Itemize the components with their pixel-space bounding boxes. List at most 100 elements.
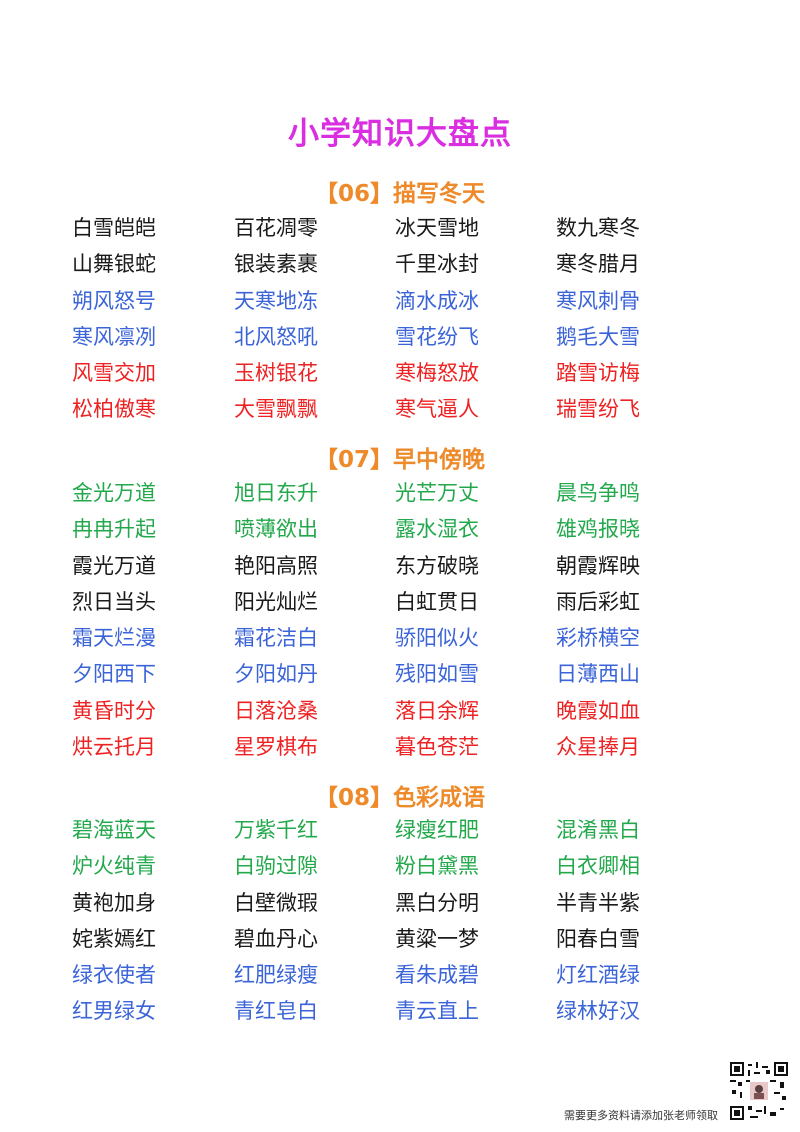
idiom-grid-winter: 白雪皑皑 百花凋零 冰天雪地 数九寒冬山舞银蛇 银装素裹 千里冰封 寒冬腊月朔风怒号 天寒地冻… <box>72 210 732 428</box>
idiom-item: 夕阳西下 <box>72 662 156 687</box>
idiom-item: 大雪飘飘 <box>234 397 318 422</box>
idiom-item: 银装素裹 <box>234 252 318 277</box>
idiom-item: 黄昏时分 <box>72 698 156 723</box>
section-title-day-times: 【07】早中傍晚 <box>314 447 485 473</box>
idiom-item: 寒风刺骨 <box>556 288 640 313</box>
idiom-row: 白雪皑皑 百花凋零 冰天雪地 数九寒冬 <box>72 210 732 246</box>
section-title-colors: 【08】色彩成语 <box>314 785 485 811</box>
idiom-item: 玉树银花 <box>234 361 318 386</box>
idiom-item: 白雪皑皑 <box>72 216 156 240</box>
idiom-item: 绿瘦红肥 <box>395 818 479 842</box>
idiom-row: 寒风凛冽 北风怒吼 雪花纷飞 鹅毛大雪 <box>72 319 732 355</box>
idiom-row: 夕阳西下 夕阳如丹 残阳如雪 日薄西山 <box>72 656 732 692</box>
idiom-item: 朔风怒号 <box>72 288 156 313</box>
idiom-item: 鹅毛大雪 <box>556 324 640 349</box>
idiom-item: 雄鸡报晓 <box>556 517 640 542</box>
idiom-item: 松柏傲寒 <box>72 397 156 422</box>
idiom-item: 彩桥横空 <box>556 626 640 651</box>
idiom-row: 黄袍加身 白壁微瑕 黑白分明 半青半紫 <box>72 885 732 921</box>
idiom-item: 雨后彩虹 <box>556 589 640 614</box>
idiom-row: 红男绿女 青红皂白 青云直上 绿林好汉 <box>72 993 732 1029</box>
idiom-item: 落日余辉 <box>395 698 479 723</box>
idiom-item: 寒冬腊月 <box>556 252 640 277</box>
idiom-item: 寒气逼人 <box>395 397 479 422</box>
page-title: 小学知识大盘点 <box>288 116 512 152</box>
idiom-row: 金光万道 旭日东升 光芒万丈 晨鸟争鸣 <box>72 475 732 511</box>
idiom-grid-colors: 碧海蓝天 万紫千红 绿瘦红肥 混淆黑白 炉火纯青 白驹过隙 粉白黛黑 白衣卿相 黄袍加身 白壁微瑕… <box>72 812 732 1030</box>
idiom-item: 雪花纷飞 <box>395 324 479 349</box>
idiom-item: 北风怒吼 <box>234 324 318 349</box>
idiom-item: 朝霞辉映 <box>556 553 640 578</box>
idiom-row: 炉火纯青 白驹过隙 粉白黛黑 白衣卿相 <box>72 848 732 884</box>
idiom-item: 青红皂白 <box>234 999 318 1024</box>
idiom-item: 黄粱一梦 <box>395 926 479 951</box>
idiom-row: 姹紫嫣红 碧血丹心 黄粱一梦 阳春白雪 <box>72 921 732 957</box>
idiom-item: 冰天雪地 <box>395 216 479 240</box>
idiom-item: 踏雪访梅 <box>556 361 640 386</box>
idiom-item: 霜花洁白 <box>234 626 318 651</box>
idiom-row: 烈日当头 阳光灿烂 白虹贯日 雨后彩虹 <box>72 584 732 620</box>
idiom-item: 瑞雪纷飞 <box>556 397 640 422</box>
idiom-item: 夕阳如丹 <box>234 662 318 687</box>
idiom-row: 朔风怒号 天寒地冻 滴水成冰 寒风刺骨 <box>72 283 732 319</box>
idiom-item: 星罗棋布 <box>234 735 318 760</box>
idiom-row: 风雪交加 玉树银花 寒梅怒放 踏雪访梅 <box>72 355 732 391</box>
idiom-item: 寒梅怒放 <box>395 361 479 386</box>
qr-code-icon <box>730 1062 788 1120</box>
idiom-row: 山舞银蛇 银装素裹 千里冰封 寒冬腊月 <box>72 246 732 282</box>
section-title-winter: 【06】描写冬天 <box>314 181 485 207</box>
idiom-item: 阳春白雪 <box>556 926 640 951</box>
idiom-item: 天寒地冻 <box>234 288 318 313</box>
idiom-item: 混淆黑白 <box>556 818 640 842</box>
idiom-item: 数九寒冬 <box>556 216 640 240</box>
idiom-item: 露水湿衣 <box>395 517 479 542</box>
idiom-item: 艳阳高照 <box>234 553 318 578</box>
idiom-row: 绿衣使者 红肥绿瘦 看朱成碧 灯红酒绿 <box>72 957 732 993</box>
idiom-row: 烘云托月 星罗棋布 暮色苍茫 众星捧月 <box>72 729 732 765</box>
idiom-item: 山舞银蛇 <box>72 252 156 277</box>
idiom-item: 日落沧桑 <box>234 698 318 723</box>
idiom-item: 骄阳似火 <box>395 626 479 651</box>
idiom-item: 众星捧月 <box>556 735 640 760</box>
idiom-item: 碧海蓝天 <box>72 818 156 842</box>
idiom-item: 灯红酒绿 <box>556 963 640 988</box>
idiom-item: 青云直上 <box>395 999 479 1024</box>
idiom-row: 松柏傲寒 大雪飘飘 寒气逼人 瑞雪纷飞 <box>72 391 732 427</box>
idiom-item: 旭日东升 <box>234 481 318 505</box>
idiom-item: 半青半紫 <box>556 890 640 915</box>
idiom-item: 粉白黛黑 <box>395 854 479 879</box>
idiom-item: 晚霞如血 <box>556 698 640 723</box>
idiom-item: 炉火纯青 <box>72 854 156 879</box>
idiom-item: 烈日当头 <box>72 589 156 614</box>
idiom-item: 霞光万道 <box>72 553 156 578</box>
idiom-row: 霞光万道 艳阳高照 东方破晓 朝霞辉映 <box>72 548 732 584</box>
idiom-item: 白壁微瑕 <box>234 890 318 915</box>
idiom-item: 姹紫嫣红 <box>72 926 156 951</box>
idiom-item: 烘云托月 <box>72 735 156 760</box>
idiom-item: 残阳如雪 <box>395 662 479 687</box>
idiom-row: 霜天烂漫 霜花洁白 骄阳似火 彩桥横空 <box>72 620 732 656</box>
idiom-item: 碧血丹心 <box>234 926 318 951</box>
idiom-row: 碧海蓝天 万紫千红 绿瘦红肥 混淆黑白 <box>72 812 732 848</box>
idiom-item: 霜天烂漫 <box>72 626 156 651</box>
idiom-item: 绿衣使者 <box>72 963 156 988</box>
idiom-item: 喷薄欲出 <box>234 517 318 542</box>
idiom-item: 黑白分明 <box>395 890 479 915</box>
idiom-item: 东方破晓 <box>395 553 479 578</box>
idiom-row: 冉冉升起 喷薄欲出 露水湿衣 雄鸡报晓 <box>72 511 732 547</box>
idiom-item: 寒风凛冽 <box>72 324 156 349</box>
idiom-item: 金光万道 <box>72 481 156 505</box>
idiom-row: 黄昏时分 日落沧桑 落日余辉 晚霞如血 <box>72 693 732 729</box>
idiom-grid-day-times: 金光万道 旭日东升 光芒万丈 晨鸟争鸣 冉冉升起 喷薄欲出 露水湿衣 雄鸡报晓 霞光万道 艳阳高照… <box>72 475 732 765</box>
idiom-item: 晨鸟争鸣 <box>556 481 640 505</box>
idiom-item: 红肥绿瘦 <box>234 963 318 988</box>
idiom-item: 万紫千红 <box>234 818 318 842</box>
idiom-item: 红男绿女 <box>72 999 156 1024</box>
idiom-item: 看朱成碧 <box>395 963 479 988</box>
idiom-item: 百花凋零 <box>234 216 318 240</box>
idiom-item: 千里冰封 <box>395 252 479 277</box>
idiom-item: 阳光灿烂 <box>234 589 318 614</box>
idiom-item: 冉冉升起 <box>72 517 156 542</box>
idiom-item: 绿林好汉 <box>556 999 640 1024</box>
idiom-item: 白衣卿相 <box>556 854 640 879</box>
